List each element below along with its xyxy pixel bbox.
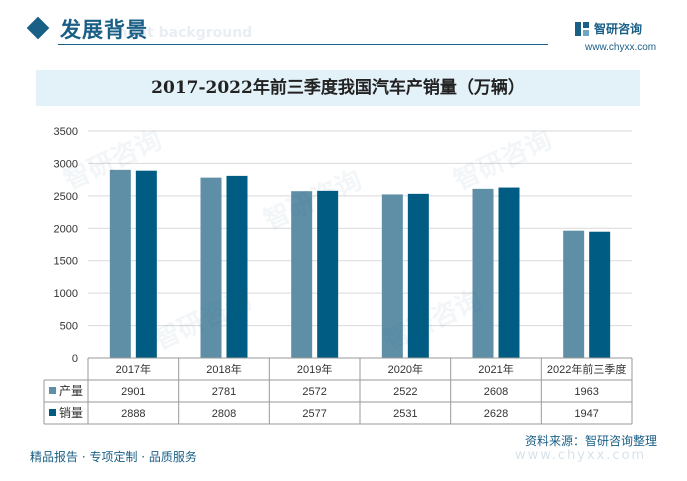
logo-icon [575,21,589,36]
footer-watermark: www.chyxx.com [515,448,647,463]
bar-production [200,177,222,358]
data-label: 2781 [212,386,236,398]
data-label: 2628 [484,408,508,420]
y-tick-label: 3500 [54,126,78,138]
footer-tagline: 精品报告 · 专项定制 · 品质服务 [30,450,197,464]
bar-production [381,194,403,358]
logo: 智研咨询 [574,20,642,37]
bar-production [563,230,585,358]
y-tick-label: 1500 [54,256,78,268]
header-divider [58,44,548,45]
x-tick-label: 2022年前三季度 [547,362,626,376]
logo-text: 智研咨询 [594,22,643,36]
bar-sales [498,187,520,358]
legend-swatch [49,409,56,416]
data-label: 2522 [393,386,417,398]
section-title: 发展背景 [60,18,148,42]
bar-sales [317,190,339,358]
y-tick-label: 2500 [54,191,78,203]
x-tick-label: 2018年 [206,362,241,376]
bar-sales [407,193,429,358]
logo-url: www.chyxx.com [585,42,657,53]
section-subtitle: ment background [113,25,253,41]
bar-production [109,169,131,358]
data-label: 2531 [393,408,417,420]
bar-production [291,191,313,358]
data-label: 1947 [574,408,598,420]
data-label: 2608 [484,386,508,398]
data-label: 2577 [302,408,326,420]
data-label: 2808 [212,408,236,420]
header: ment background 发展背景 智研咨询 www.chyxx.com [0,0,687,62]
data-label: 2901 [121,386,145,398]
legend-label: 销量 [59,406,83,420]
data-label: 2888 [121,408,145,420]
y-tick-label: 2000 [54,223,78,235]
data-label: 2572 [302,386,326,398]
x-tick-label: 2017年 [116,362,151,376]
chart-title: 2017-2022年前三季度我国汽车产销量（万辆） [151,78,525,98]
chart-title-band: 2017-2022年前三季度我国汽车产销量（万辆） [36,70,640,106]
x-tick-label: 2021年 [478,362,513,376]
y-tick-label: 3000 [54,158,78,170]
bar-sales [226,175,248,358]
y-tick-label: 500 [60,321,78,333]
source-note: 资料来源：智研咨询整理 [525,434,658,448]
bar-sales [589,231,611,358]
bar-production [472,188,494,358]
x-tick-label: 2020年 [388,362,423,376]
y-tick-label: 1000 [54,288,78,300]
legend-label: 产量 [59,384,83,398]
bar-sales [135,170,157,358]
y-tick-label: 0 [72,353,78,365]
data-label: 1963 [574,386,598,398]
legend-swatch [49,387,56,394]
x-tick-label: 2019年 [297,362,332,376]
